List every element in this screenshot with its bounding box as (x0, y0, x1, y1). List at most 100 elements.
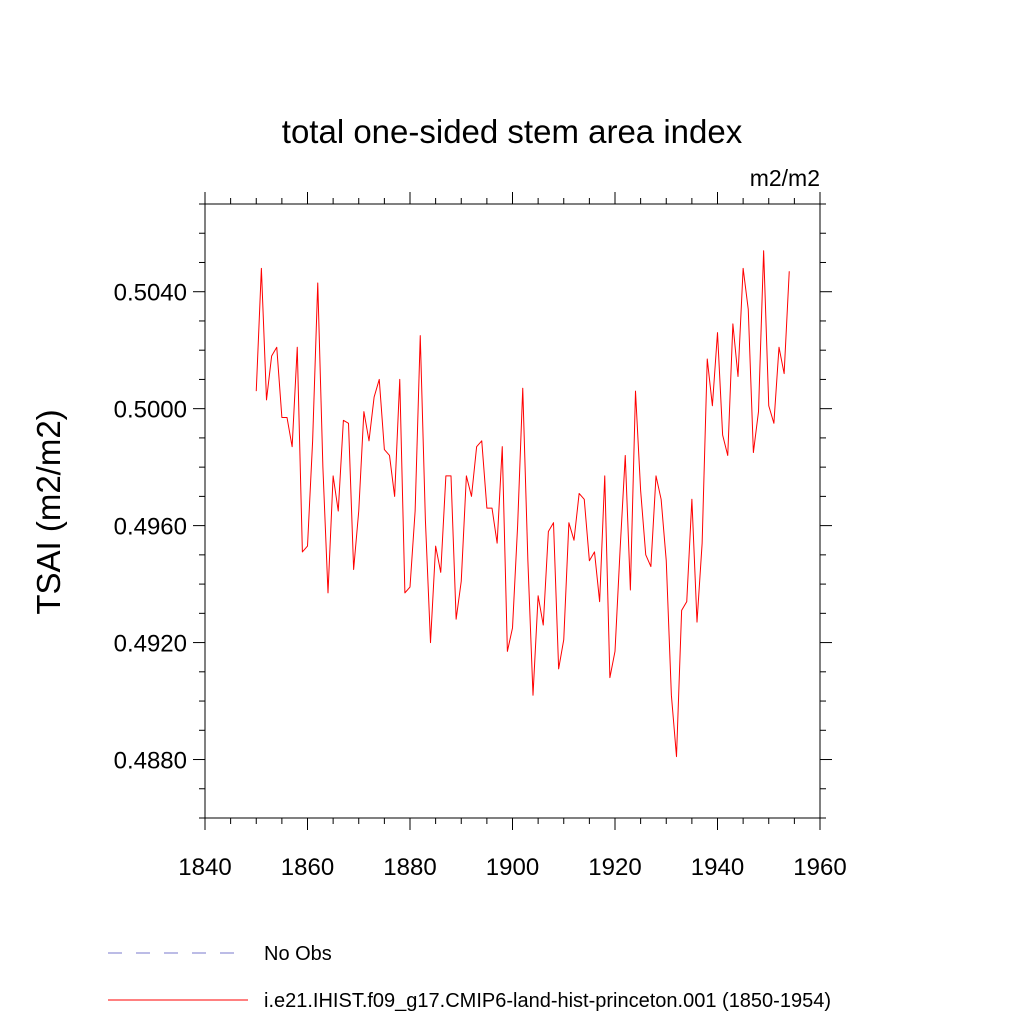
data-point (399, 379, 400, 380)
data-point (758, 411, 759, 412)
data-point (640, 490, 641, 491)
series-line-1 (255, 250, 790, 758)
data-point (389, 455, 390, 456)
data-point (630, 589, 631, 590)
data-point (702, 543, 703, 544)
data-point (379, 379, 380, 380)
data-point (614, 651, 615, 652)
data-point (532, 695, 533, 696)
data-point (317, 282, 318, 283)
data-point (425, 519, 426, 520)
data-point (486, 507, 487, 508)
data-point (466, 475, 467, 476)
data-point (686, 601, 687, 602)
data-point (404, 592, 405, 593)
data-point (773, 423, 774, 424)
y-tick-label: 0.4960 (114, 514, 187, 541)
data-point (420, 335, 421, 336)
data-point (394, 496, 395, 497)
x-tick-label: 1960 (793, 854, 846, 881)
x-tick-label: 1860 (281, 854, 334, 881)
data-point (635, 391, 636, 392)
data-point (307, 545, 308, 546)
data-point (579, 493, 580, 494)
data-point (778, 347, 779, 348)
data-point (522, 388, 523, 389)
data-point (302, 551, 303, 552)
data-point (456, 619, 457, 620)
data-point (599, 601, 600, 602)
data-point (655, 475, 656, 476)
data-point (353, 569, 354, 570)
data-point (338, 510, 339, 511)
data-point (266, 399, 267, 400)
data-point (476, 446, 477, 447)
data-point (435, 545, 436, 546)
data-point (609, 677, 610, 678)
data-point (589, 560, 590, 561)
data-point (527, 560, 528, 561)
data-point (497, 543, 498, 544)
x-tick-label: 1880 (383, 854, 436, 881)
units-label: m2/m2 (750, 165, 820, 191)
data-point (727, 455, 728, 456)
data-point (368, 440, 369, 441)
data-point (327, 592, 328, 593)
data-point (322, 467, 323, 468)
data-point (292, 446, 293, 447)
data-point (471, 496, 472, 497)
data-point (297, 347, 298, 348)
data-point (558, 668, 559, 669)
data-point (768, 405, 769, 406)
data-point (374, 396, 375, 397)
chart-title: total one-sided stem area index (282, 113, 743, 150)
data-point (717, 332, 718, 333)
data-point (553, 522, 554, 523)
legend: No Obs i.e21.IHIST.f09_g17.CMIP6-land-hi… (108, 943, 831, 1012)
data-point (573, 540, 574, 541)
data-point (450, 475, 451, 476)
data-point (732, 323, 733, 324)
y-tick-label: 0.4880 (114, 748, 187, 775)
data-point (548, 531, 549, 532)
data-point (430, 642, 431, 643)
data-point (691, 499, 692, 500)
data-point (563, 639, 564, 640)
data-point (568, 522, 569, 523)
data-point (707, 358, 708, 359)
x-tick-label: 1840 (178, 854, 231, 881)
data-point (620, 548, 621, 549)
data-point (696, 622, 697, 623)
legend-label-no-obs: No Obs (264, 943, 332, 965)
data-point (384, 449, 385, 450)
series-layer (255, 250, 790, 758)
data-point (594, 551, 595, 552)
data-point (671, 695, 672, 696)
data-point (543, 624, 544, 625)
data-point (666, 560, 667, 561)
data-point (481, 440, 482, 441)
data-point (333, 475, 334, 476)
tick-labels: 1840 1860 1880 1900 1920 1940 1960 0.4880 0.4920… (114, 280, 847, 881)
data-point (748, 309, 749, 310)
data-point (281, 417, 282, 418)
data-point (712, 405, 713, 406)
axis-ticks (193, 192, 832, 830)
data-point (737, 376, 738, 377)
data-point (445, 475, 446, 476)
data-point (538, 595, 539, 596)
data-point (763, 250, 764, 251)
data-point (502, 446, 503, 447)
data-point (271, 355, 272, 356)
x-tick-label: 1920 (588, 854, 641, 881)
data-point (415, 510, 416, 511)
x-tick-label: 1940 (691, 854, 744, 881)
data-point (348, 423, 349, 424)
data-point (517, 525, 518, 526)
data-point (784, 373, 785, 374)
data-point (312, 440, 313, 441)
data-point (681, 610, 682, 611)
data-point (286, 417, 287, 418)
